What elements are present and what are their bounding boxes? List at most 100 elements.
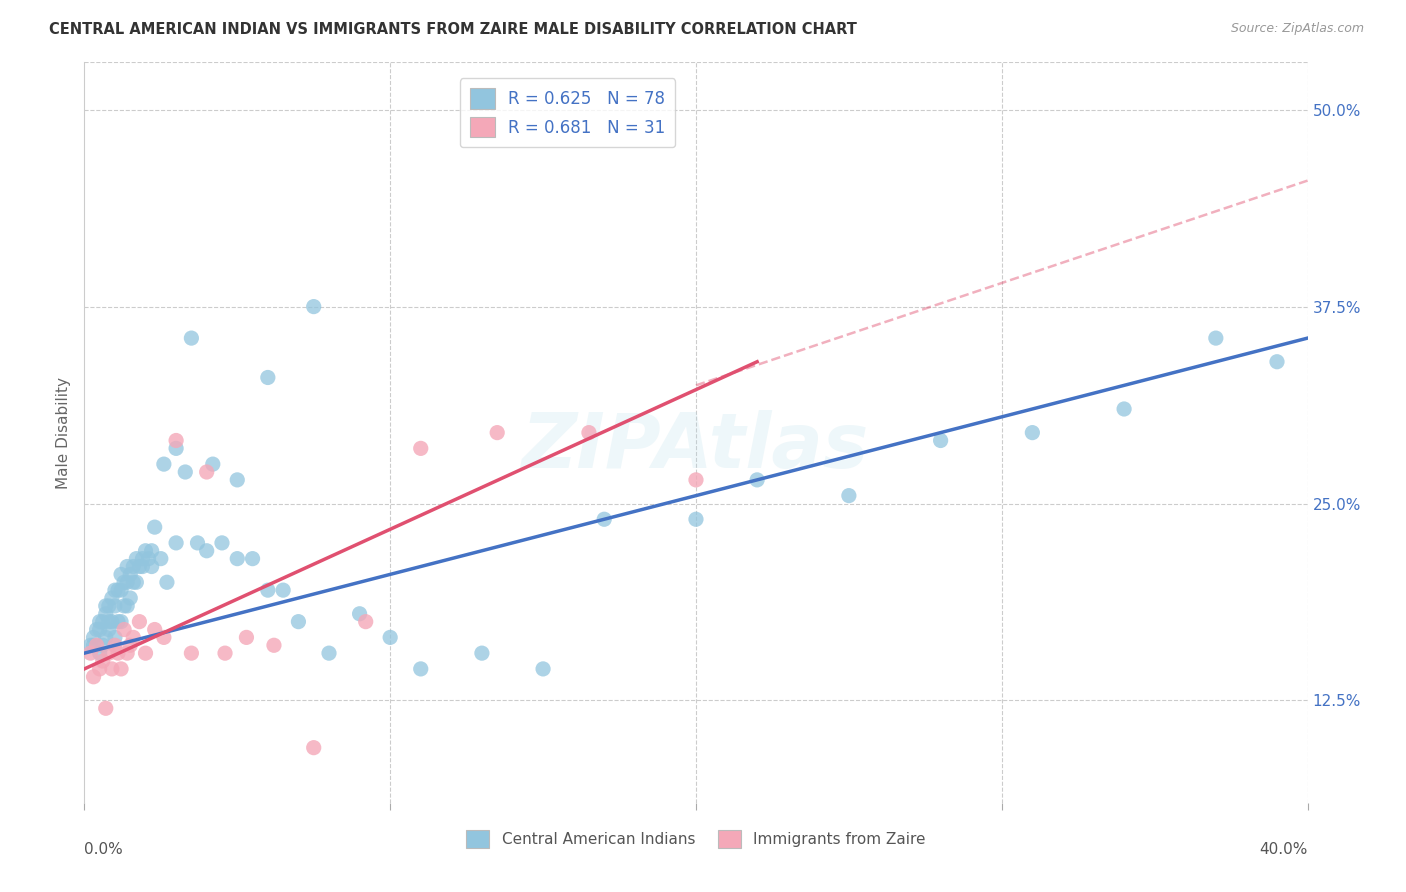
Point [120,638,142,652]
Y-axis label: Male Disability: Male Disability [56,376,72,489]
Point [195,465,218,479]
Point [318,646,340,660]
Point [242,551,264,566]
Text: Source: ZipAtlas.com: Source: ZipAtlas.com [1230,22,1364,36]
Point [838,489,860,503]
Point [86,638,108,652]
Point [929,434,952,448]
Point [685,473,707,487]
Point [94,701,117,715]
Point [97,599,120,613]
Point [94,599,117,613]
Text: 0.0%: 0.0% [84,842,124,857]
Point [104,631,127,645]
Point [141,543,163,558]
Point [97,615,120,629]
Point [110,615,132,629]
Point [112,575,135,590]
Point [128,615,150,629]
Point [409,442,432,456]
Point [214,646,236,660]
Point [354,615,377,629]
Point [94,607,117,621]
Point [122,631,145,645]
Point [89,615,111,629]
Point [97,646,120,660]
Point [101,615,124,629]
Point [107,583,129,598]
Point [91,654,114,668]
Point [1265,355,1288,369]
Point [110,567,132,582]
Point [165,536,187,550]
Point [153,457,176,471]
Point [186,536,208,550]
Point [263,638,285,652]
Text: ZIPAtlas: ZIPAtlas [522,410,870,484]
Point [79,646,101,660]
Point [122,575,145,590]
Point [174,465,197,479]
Text: 40.0%: 40.0% [1260,842,1308,857]
Point [593,512,616,526]
Point [226,473,249,487]
Point [201,457,224,471]
Point [125,575,148,590]
Point [107,615,129,629]
Point [471,646,494,660]
Point [156,575,179,590]
Point [91,615,114,629]
Point [135,543,157,558]
Point [97,623,120,637]
Point [115,575,138,590]
Point [91,638,114,652]
Point [83,631,105,645]
Point [165,442,187,456]
Point [302,300,325,314]
Point [79,638,101,652]
Point [180,646,202,660]
Point [104,638,127,652]
Point [1021,425,1043,440]
Point [115,599,138,613]
Point [235,631,257,645]
Point [685,512,707,526]
Point [112,599,135,613]
Point [125,551,148,566]
Legend: Central American Indians, Immigrants from Zaire: Central American Indians, Immigrants fro… [460,823,932,855]
Point [115,559,138,574]
Point [578,425,600,440]
Point [122,559,145,574]
Point [257,583,280,598]
Point [83,670,105,684]
Point [110,662,132,676]
Point [104,599,127,613]
Point [302,740,325,755]
Point [1114,402,1136,417]
Point [83,638,105,652]
Point [128,559,150,574]
Point [153,631,176,645]
Point [110,583,132,598]
Point [112,623,135,637]
Point [131,559,153,574]
Point [89,623,111,637]
Point [89,646,111,660]
Point [226,551,249,566]
Point [89,662,111,676]
Point [409,662,432,676]
Point [149,551,172,566]
Point [143,623,166,637]
Point [143,520,166,534]
Point [135,646,157,660]
Point [101,662,124,676]
Point [107,646,129,660]
Text: CENTRAL AMERICAN INDIAN VS IMMIGRANTS FROM ZAIRE MALE DISABILITY CORRELATION CHA: CENTRAL AMERICAN INDIAN VS IMMIGRANTS FR… [49,22,858,37]
Point [120,567,142,582]
Point [94,631,117,645]
Point [120,591,142,605]
Point [257,370,280,384]
Point [180,331,202,345]
Point [271,583,294,598]
Point [1205,331,1227,345]
